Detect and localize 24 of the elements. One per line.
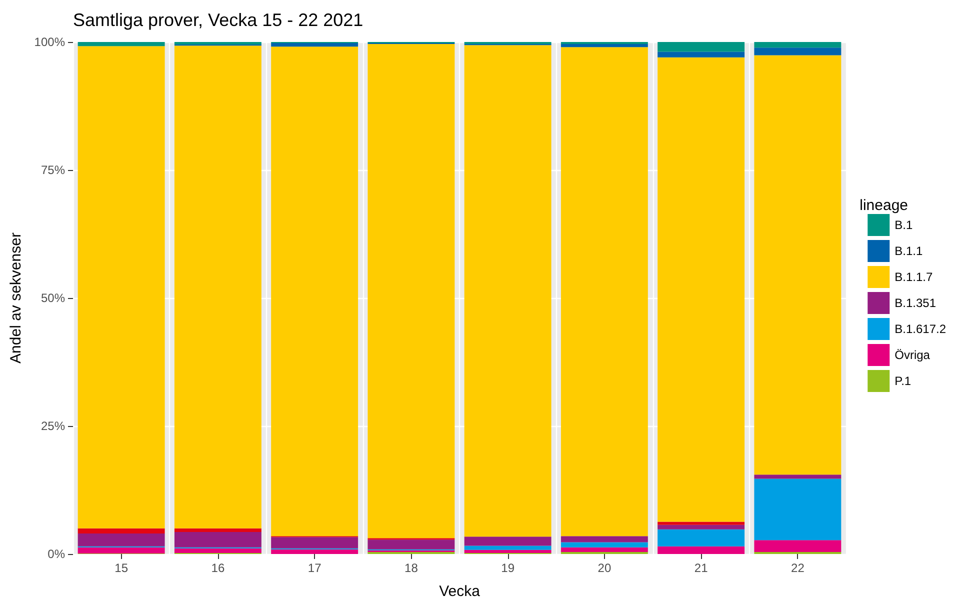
legend-label: Övriga bbox=[894, 348, 930, 362]
legend-title: lineage bbox=[860, 197, 908, 214]
y-tick-label: 50% bbox=[40, 291, 66, 305]
y-tick-label: 100% bbox=[34, 35, 66, 49]
legend-label: P.1 bbox=[894, 374, 912, 388]
y-tick-label: 25% bbox=[40, 419, 66, 433]
x-tick-label: 17 bbox=[308, 561, 322, 575]
chart-title: Samtliga prover, Vecka 15 - 22 2021 bbox=[73, 10, 364, 30]
x-tick-label: 18 bbox=[404, 561, 418, 575]
legend-label: B.1.617.2 bbox=[894, 322, 946, 336]
x-tick-label: 19 bbox=[501, 561, 515, 575]
x-axis-title: Vecka bbox=[439, 583, 481, 600]
y-tick-label: 75% bbox=[40, 163, 66, 177]
legend-label: B.1.1 bbox=[894, 244, 923, 258]
legend-label: B.1.1.7 bbox=[894, 270, 933, 284]
x-tick-label: 16 bbox=[211, 561, 225, 575]
y-tick-label: 0% bbox=[48, 547, 66, 561]
legend-label: B.1 bbox=[894, 218, 913, 232]
y-axis-title: Andel av sekvenser bbox=[7, 232, 24, 364]
x-tick-label: 22 bbox=[791, 561, 805, 575]
x-tick-label: 20 bbox=[598, 561, 612, 575]
legend-label: B.1.351 bbox=[894, 296, 936, 310]
x-tick-label: 15 bbox=[114, 561, 128, 575]
x-tick-label: 21 bbox=[694, 561, 708, 575]
